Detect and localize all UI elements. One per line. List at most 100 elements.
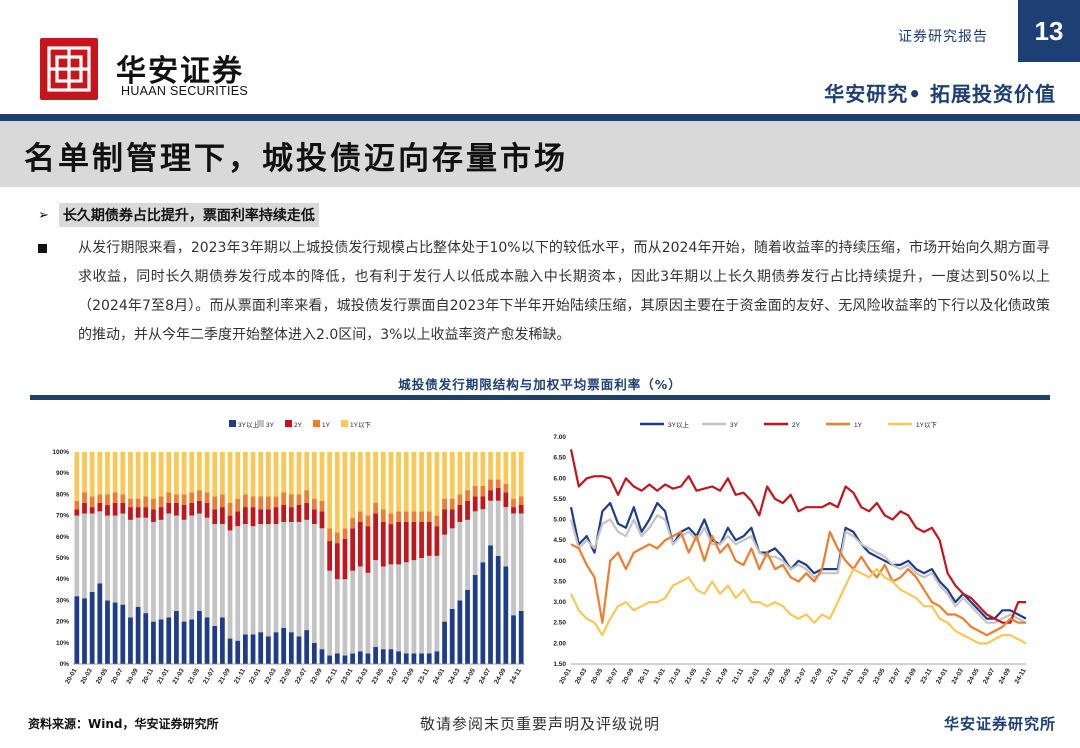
bar-segment: [327, 570, 333, 656]
bar-x-tick: 24-03: [447, 667, 462, 685]
bar-legend-label: 1Y: [322, 422, 331, 429]
bar-y-tick: 80%: [56, 491, 69, 498]
bar-segment: [89, 591, 95, 664]
series-line: [569, 449, 1026, 624]
bar-segment: [411, 452, 417, 512]
line-y-tick: 2.50: [553, 620, 566, 627]
bar-segment: [250, 452, 256, 497]
bar-segment: [166, 502, 172, 514]
bar-segment: [296, 636, 302, 664]
bar-segment: [373, 560, 378, 648]
bar-segment: [151, 509, 156, 522]
bar-segment: [511, 498, 516, 508]
bar-segment: [258, 509, 264, 525]
line-x-tick: 23-01: [841, 667, 856, 685]
bar-segment: [151, 452, 156, 499]
line-x-tick: 21-07: [700, 667, 715, 685]
bar-segment: [373, 513, 378, 561]
bar-segment: [319, 500, 325, 512]
bar-segment: [143, 613, 149, 664]
bar-segment: [380, 649, 386, 664]
line-x-tick: 21-05: [684, 667, 699, 685]
bar-segment: [143, 517, 149, 614]
bar-segment: [434, 526, 440, 556]
bar-segment: [403, 511, 409, 522]
bar-segment: [419, 558, 424, 654]
bar-segment: [480, 562, 486, 664]
bar-segment: [258, 524, 264, 633]
bar-segment: [135, 606, 141, 664]
line-x-tick: 22-09: [809, 667, 824, 685]
bar-segment: [511, 615, 516, 664]
bar-segment: [518, 496, 524, 505]
bar-segment: [197, 611, 202, 664]
bar-segment: [472, 574, 478, 664]
bar-x-tick: 22-09: [309, 667, 324, 685]
bar-segment: [419, 511, 424, 522]
bar-segment: [97, 494, 103, 503]
bar-segment: [488, 500, 493, 546]
line-y-tick: 6.50: [553, 455, 566, 462]
bar-segment: [227, 530, 233, 639]
bar-segment: [74, 500, 80, 510]
bar-x-tick: 20-07: [110, 667, 125, 685]
bar-segment: [373, 647, 378, 664]
bar-segment: [227, 452, 233, 503]
bar-segment: [105, 452, 110, 495]
bar-segment: [143, 452, 149, 497]
bar-segment: [334, 579, 340, 654]
bar-segment: [304, 452, 310, 491]
bar-segment: [227, 515, 233, 531]
bar-segment: [465, 519, 470, 590]
bar-segment: [220, 617, 225, 664]
bar-segment: [135, 452, 141, 499]
line-y-tick: 5.50: [553, 496, 566, 503]
bar-segment: [449, 509, 455, 529]
bar-segment: [112, 602, 118, 664]
disclaimer: 敬请参阅末页重要声明及评级说明: [419, 715, 660, 733]
bar-segment: [281, 505, 287, 522]
bar-segment: [327, 528, 333, 542]
bar-legend-label: 2Y: [294, 422, 303, 429]
bar-y-tick: 60%: [56, 534, 69, 541]
line-x-tick: 22-07: [794, 667, 809, 685]
line-y-tick: 5.00: [553, 517, 566, 524]
bar-segment: [396, 511, 401, 522]
bar-segment: [373, 502, 378, 514]
bar-segment: [105, 600, 110, 664]
bar-segment: [82, 598, 87, 664]
bar-segment: [250, 634, 256, 664]
bar-segment: [265, 636, 271, 664]
bar-segment: [181, 452, 187, 495]
bar-segment: [419, 452, 424, 512]
bar-segment: [242, 452, 248, 495]
bar-segment: [357, 566, 363, 652]
logo-mark: [40, 38, 98, 100]
bar-x-tick: 22-07: [294, 667, 309, 685]
line-x-tick: 24-03: [951, 667, 966, 685]
bar-segment: [511, 513, 516, 616]
bar-x-tick: 24-01: [432, 667, 447, 685]
bar-segment: [105, 505, 110, 516]
bar-segment: [304, 519, 310, 631]
bar-segment: [128, 498, 133, 508]
line-x-tick: 23-03: [856, 667, 871, 685]
bar-segment: [235, 452, 241, 499]
bar-segment: [350, 452, 356, 518]
bar-segment: [411, 521, 417, 561]
bar-segment: [189, 492, 195, 503]
bar-segment: [281, 452, 287, 493]
square-bullet-icon: [38, 244, 47, 253]
bar-segment: [212, 625, 218, 664]
bar-segment: [518, 513, 524, 611]
bar-segment: [449, 608, 455, 664]
bar-segment: [105, 515, 110, 601]
bar-segment: [426, 521, 432, 556]
bar-x-tick: 21-05: [187, 667, 202, 685]
line-x-tick: 20-03: [574, 667, 589, 685]
bar-segment: [288, 521, 294, 633]
bar-segment: [288, 507, 294, 522]
bar-segment: [388, 524, 394, 565]
bar-segment: [457, 600, 463, 664]
bar-segment: [426, 653, 432, 664]
